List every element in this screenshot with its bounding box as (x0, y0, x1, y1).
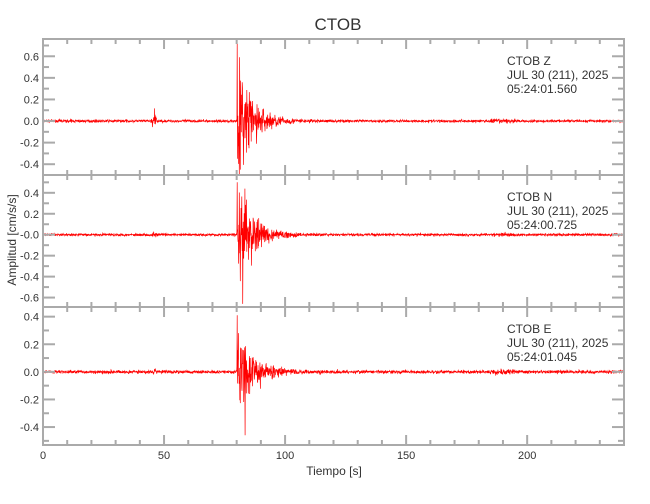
time-label: 05:24:01.045 (507, 350, 577, 364)
station-label: CTOB E (507, 322, 551, 336)
y-tick-label: -0.4 (20, 272, 39, 284)
y-tick-label: -0.4 (20, 159, 39, 171)
station-label: CTOB N (507, 190, 552, 204)
station-label: CTOB Z (507, 54, 551, 68)
y-tick-label: 0.2 (24, 94, 39, 106)
y-tick-label: -0.2 (20, 251, 39, 263)
y-tick-label: -0.2 (20, 138, 39, 150)
y-tick-label: -0.4 (20, 422, 39, 434)
time-label: 05:24:01.560 (507, 82, 577, 96)
x-tick-label: 150 (397, 450, 415, 462)
x-tick-label: 100 (276, 450, 294, 462)
y-tick-label: 0.0 (24, 116, 39, 128)
date-label: JUL 30 (211), 2025 (507, 68, 609, 82)
date-label: JUL 30 (211), 2025 (507, 204, 609, 218)
chart-title: CTOB (315, 15, 362, 34)
y-tick-label: 0.2 (24, 339, 39, 351)
x-tick-label: 200 (518, 450, 536, 462)
waveform-E (42, 315, 625, 436)
waveform-Z (42, 43, 625, 176)
y-tick-label: -0.0 (20, 230, 39, 242)
waveform-N (42, 182, 624, 304)
y-tick-label: 0.2 (24, 209, 39, 221)
y-tick-label: 0.4 (24, 312, 39, 324)
y-tick-label: 0.0 (24, 367, 39, 379)
date-label: JUL 30 (211), 2025 (507, 336, 609, 350)
y-tick-label: 0.4 (24, 73, 39, 85)
y-tick-label: -0.2 (20, 394, 39, 406)
time-label: 05:24:00.725 (507, 218, 577, 232)
y-tick-label: 0.6 (24, 51, 39, 63)
x-tick-label: 0 (40, 450, 46, 462)
y-tick-label: -0.6 (20, 293, 39, 305)
y-tick-label: 0.4 (24, 188, 39, 200)
y-axis-label: Amplitud [cm/s/s] (5, 194, 19, 285)
x-axis-label: Tiempo [s] (306, 464, 362, 478)
x-tick-label: 50 (158, 450, 170, 462)
